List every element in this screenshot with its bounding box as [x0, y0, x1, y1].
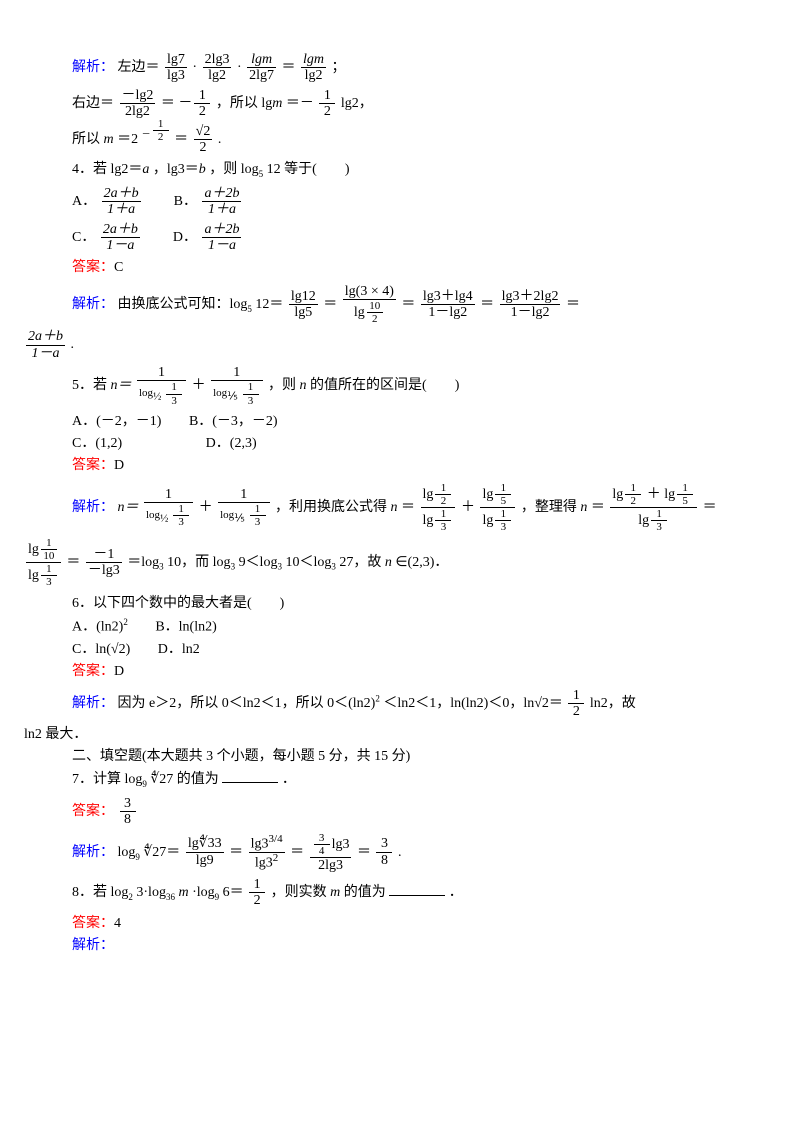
frac-q5-1: 1 log½ 13	[137, 365, 186, 407]
solution-8: 解析：	[24, 935, 776, 957]
frac-s7-2: lg33/4 lg32	[249, 834, 285, 871]
frac-s7-4: 38	[376, 836, 392, 868]
frac-q5-2: 1 log⅕ 13	[211, 365, 262, 407]
label-analysis: 解析：	[72, 500, 114, 515]
question-6-ab: A．(ln2)2 B．ln(ln2)	[24, 615, 776, 639]
frac-s5-4: lg15 lg13	[480, 482, 515, 533]
question-6: 6．以下四个数中的最大者是( )	[24, 593, 776, 615]
answer-8: 答案：4	[24, 913, 776, 935]
solution-7: 解析： log9 ∜27＝ lg∜33lg9 ＝ lg33/4 lg32 ＝ 3…	[24, 832, 776, 874]
frac-q4B: a＋2b1＋a	[202, 186, 241, 218]
frac-1: lg7lg3	[165, 52, 187, 84]
section-2-title: 二、填空题(本大题共 3 个小题，每小题 5 分，共 15 分)	[24, 746, 776, 768]
solution-5: 解析： n＝ 1 log½ 13 ＋ 1 log⅕ 13 ，利用换底公式得 n …	[24, 482, 776, 533]
question-4: 4．若 lg2＝a ，lg3＝b ，则 log5 12 等于( )	[24, 159, 776, 181]
label-analysis: 解析：	[72, 60, 114, 75]
frac-s5-3: lg12 lg13	[421, 482, 456, 533]
frac-9: √22	[194, 124, 213, 156]
frac-3: lgm2lg7	[247, 52, 276, 84]
label-answer: 答案：	[72, 664, 114, 679]
solution-6: 解析： 因为 e＞2，所以 0＜ln2＜1，所以 0＜(ln2)2 ＜ln2＜1…	[24, 688, 776, 720]
label-answer: 答案：	[72, 804, 114, 819]
label-answer: 答案：	[72, 260, 114, 275]
frac-s4-2: lg(3 × 4) lg102	[343, 284, 396, 326]
label-answer: 答案：	[72, 916, 114, 931]
frac-s4-5: 2a＋b1－a	[26, 329, 65, 361]
frac-6: 12	[194, 88, 210, 120]
question-7: 7．计算 log9 ∜27 的值为 ．	[24, 768, 776, 791]
frac-s7-3: 34lg3 2lg3	[310, 832, 352, 874]
frac-s5-6: lg110 lg13	[26, 537, 61, 588]
label-answer: 答案：	[72, 458, 114, 473]
solution-line-2: 右边＝ －lg22lg2 ＝ －12 ，所以 lgm ＝－ 12 lg2，	[24, 88, 776, 120]
question-5: 5．若 n＝ 1 log½ 13 ＋ 1 log⅕ 13 ，则 n 的值所在的区…	[24, 365, 776, 407]
frac-ans7: 38	[120, 796, 136, 828]
frac-5: －lg22lg2	[120, 88, 156, 120]
frac-4: lgmlg2	[301, 52, 326, 84]
question-4-ab: A． 2a＋b1＋a B． a＋2b1＋a	[24, 186, 776, 218]
frac-s5-1: 1 log½ 13	[144, 487, 193, 529]
solution-4-cont: 2a＋b1－a .	[24, 329, 776, 361]
frac-s5-5: lg12 ＋ lg15 lg13	[610, 482, 697, 533]
question-6-cd: C．ln(√2) D．ln2	[24, 639, 776, 661]
frac-q4C: 2a＋b1－a	[101, 222, 140, 254]
solution-line-1: 解析： 左边＝ lg7lg3 · 2lg3lg2 · lgm2lg7 ＝ lgm…	[24, 52, 776, 84]
frac-q8: 12	[249, 877, 265, 909]
question-5-cd: C．(1,2) D．(2,3)	[24, 433, 776, 455]
answer-5: 答案：D	[24, 455, 776, 477]
frac-s6: 12	[568, 688, 584, 720]
question-8: 8．若 log2 3·log36 m ·log9 6＝ 12 ，则实数 m 的值…	[24, 877, 776, 909]
question-5-ab: A．(－2，－1) B．(－3，－2)	[24, 411, 776, 433]
answer-6: 答案：D	[24, 661, 776, 683]
frac-q4A: 2a＋b1＋a	[102, 186, 141, 218]
frac-s4-3: lg3＋lg41－lg2	[421, 289, 475, 321]
frac-s5-2: 1 log⅕ 13	[218, 487, 269, 529]
solution-line-3: 所以 m ＝2 －12 ＝ √22 .	[24, 124, 776, 156]
label-analysis: 解析：	[72, 845, 114, 860]
label-analysis: 解析：	[72, 297, 114, 312]
frac-7: 12	[319, 88, 335, 120]
solution-4: 解析： 由换底公式可知：log5 12＝ lg12lg5 ＝ lg(3 × 4)…	[24, 284, 776, 326]
frac-q4D: a＋2b1－a	[202, 222, 241, 254]
label-analysis: 解析：	[72, 696, 114, 711]
frac-s7-1: lg∜33lg9	[186, 836, 224, 868]
answer-7: 答案： 38	[24, 796, 776, 828]
solution-6-cont: ln2 最大．	[24, 724, 776, 746]
answer-4: 答案：C	[24, 257, 776, 279]
fill-blank	[389, 881, 445, 896]
question-4-cd: C． 2a＋b1－a D． a＋2b1－a	[24, 222, 776, 254]
fill-blank	[222, 768, 278, 783]
frac-2: 2lg3lg2	[203, 52, 232, 84]
solution-5-cont: lg110 lg13 ＝ －1－lg3 ＝log3 10，而 log3 9＜lo…	[24, 537, 776, 588]
frac-s4-4: lg3＋2lg21－lg2	[500, 289, 561, 321]
frac-s4-1: lg12lg5	[289, 289, 318, 321]
label-analysis: 解析：	[72, 938, 114, 953]
frac-s5-7: －1－lg3	[86, 547, 122, 579]
